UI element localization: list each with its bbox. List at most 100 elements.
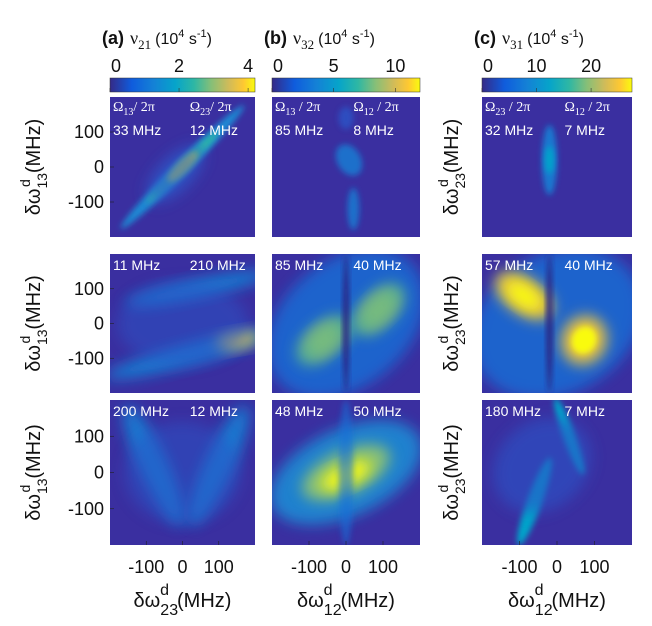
heatmap-feature	[338, 400, 354, 545]
unit-part: (10	[155, 31, 178, 48]
rabi-value: 48 MHz	[275, 403, 323, 419]
label-sub: 12	[324, 602, 342, 619]
label-sub: 23	[452, 478, 468, 494]
y-tick-label: 0	[94, 157, 104, 177]
label-base: δω	[441, 494, 463, 521]
rabi-value: 8 MHz	[353, 122, 393, 138]
y-tick-label: 0	[94, 314, 104, 334]
label-sup: d	[324, 582, 333, 599]
label-base: δω	[441, 189, 463, 216]
label-sub: 23	[452, 329, 468, 345]
rabi-value: 12 MHz	[190, 403, 238, 419]
label-unit: (MHz)	[23, 424, 45, 478]
x-tick-label: 0	[341, 557, 351, 577]
colorbar	[109, 77, 256, 93]
rabi-symbol: Ω	[113, 100, 123, 115]
label-base: δω	[23, 345, 45, 372]
rabi-sub: 23	[200, 107, 210, 118]
unit-part: s	[347, 31, 359, 48]
rabi-value: 210 MHz	[190, 257, 246, 273]
rabi-symbol: Ω	[275, 100, 285, 115]
label-base: δω	[23, 189, 45, 216]
rabi-value: 7 MHz	[565, 122, 605, 138]
colorbar-title: (c) ν31 (104 s-1)	[474, 28, 584, 52]
unit-part: )	[370, 31, 375, 48]
label-base: δω	[23, 494, 45, 521]
y-tick-label: -100	[68, 348, 104, 368]
label-sub: 23	[160, 602, 178, 619]
colorbar-title: (a) ν21 (104 s-1)	[102, 28, 212, 52]
label-sup: d	[160, 582, 169, 599]
rabi-sub: 12	[364, 107, 374, 118]
rabi-symbol: Ω	[485, 100, 495, 115]
heatmap-panel	[482, 254, 632, 393]
heatmap-panel	[482, 400, 632, 545]
panel-letter: (a)	[102, 28, 124, 48]
x-tick-label: -100	[128, 557, 164, 577]
rabi-value: 57 MHz	[485, 257, 533, 273]
label-sup: d	[17, 336, 33, 344]
rabi-rest: / 2π	[374, 100, 399, 115]
colorbar-tick-label: 0	[483, 56, 493, 76]
x-tick-label: 100	[579, 557, 609, 577]
label-sup: d	[535, 582, 544, 599]
rabi-value: 33 MHz	[113, 122, 161, 138]
heatmap-feature	[124, 421, 241, 524]
y-tick-label: 100	[74, 426, 104, 446]
rabi-rest: / 2π	[210, 100, 231, 115]
label-unit: (MHz)	[441, 275, 463, 329]
panel-letter: (b)	[264, 28, 287, 48]
rabi-header: Ω13 / 2π	[275, 100, 320, 118]
y-axis-label: δω13d (MHz)	[17, 119, 50, 216]
rabi-header: Ω12 / 2π	[565, 100, 610, 118]
label-base: δω	[441, 345, 463, 372]
unit-part: (10	[318, 31, 341, 48]
rabi-value: 85 MHz	[275, 122, 323, 138]
colorbar-title: (b) ν32 (104 s-1)	[264, 28, 375, 52]
label-unit: (MHz)	[441, 119, 463, 173]
heatmap-feature	[493, 417, 591, 513]
rabi-value: 200 MHz	[113, 403, 169, 419]
heatmap-feature	[571, 326, 597, 354]
rabi-value: 40 MHz	[565, 257, 613, 273]
rabi-header: Ω23/ 2π	[190, 100, 232, 118]
rabi-value: 32 MHz	[485, 122, 533, 138]
heatmap-panel	[272, 254, 420, 393]
heatmap-panel	[272, 97, 420, 237]
unit-part: 4	[341, 28, 347, 40]
rate-symbol: ν	[293, 28, 301, 48]
rabi-sub: 12	[575, 107, 585, 118]
label-sup: d	[435, 336, 451, 344]
label-sup: d	[17, 485, 33, 493]
rabi-rest: / 2π	[295, 100, 320, 115]
unit-part: )	[579, 31, 584, 48]
rabi-value: 7 MHz	[565, 403, 605, 419]
panel-letter: (c)	[474, 28, 496, 48]
x-tick-label: -100	[291, 557, 327, 577]
label-sub: 13	[34, 478, 50, 494]
label-unit: (MHz)	[177, 590, 231, 612]
y-axis-label: δω23d (MHz)	[435, 275, 468, 372]
rate-sub: 32	[301, 37, 314, 52]
rate-symbol: ν	[502, 28, 510, 48]
heatmap-feature	[545, 146, 554, 174]
y-tick-label: -100	[68, 192, 104, 212]
rabi-value: 85 MHz	[275, 257, 323, 273]
label-unit: (MHz)	[552, 590, 606, 612]
x-axis-label: δω12 d (MHz)	[508, 582, 606, 619]
rabi-value: 11 MHz	[113, 257, 160, 273]
rabi-header: Ω13/ 2π	[113, 100, 155, 118]
y-tick-label: 100	[74, 279, 104, 299]
y-tick-label: 0	[94, 463, 104, 483]
rabi-sub: 23	[495, 107, 505, 118]
unit-part: (10	[527, 31, 550, 48]
colorbar	[271, 77, 421, 93]
rabi-symbol: Ω	[353, 100, 363, 115]
rabi-rest: / 2π	[133, 100, 154, 115]
heatmap-feature	[335, 144, 363, 176]
x-tick-label: 100	[204, 557, 234, 577]
label-unit: (MHz)	[23, 119, 45, 173]
rabi-symbol: Ω	[565, 100, 575, 115]
y-tick-label: 100	[74, 122, 104, 142]
